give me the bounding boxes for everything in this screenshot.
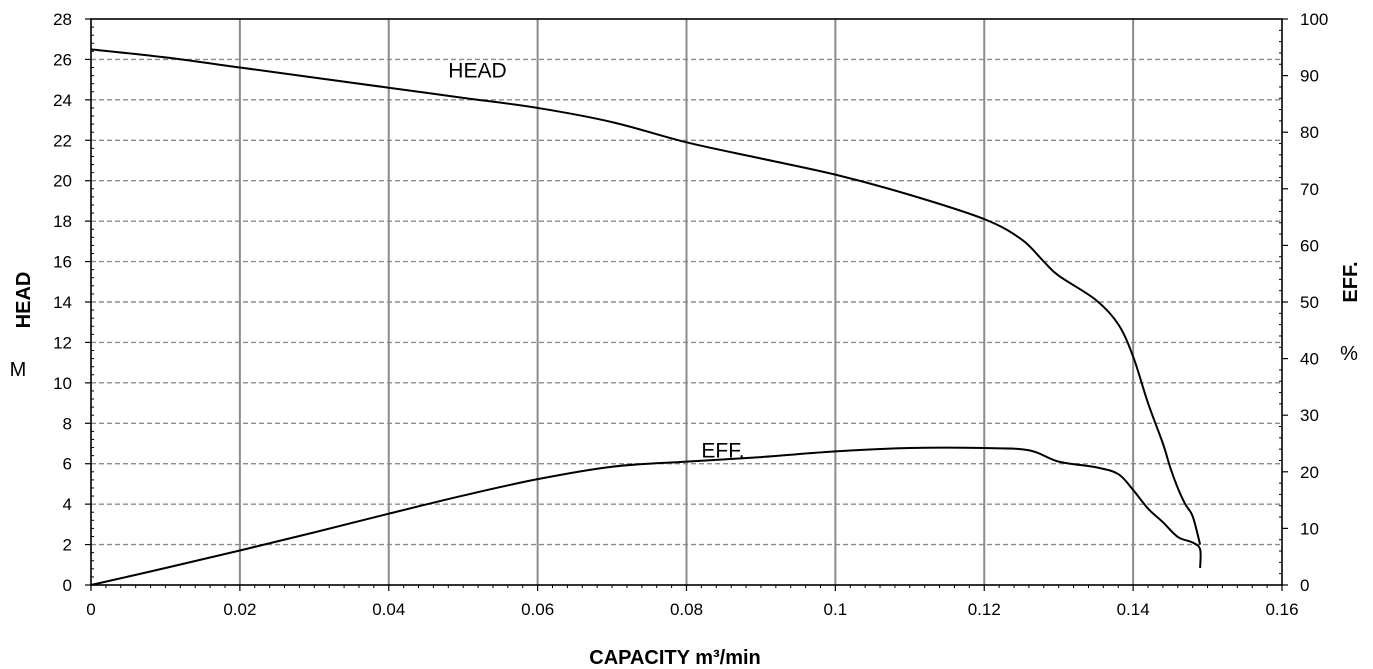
x-tick-label: 0.1 xyxy=(824,600,848,619)
y2-axis-unit: % xyxy=(1340,343,1358,365)
y-tick-label: 28 xyxy=(53,10,72,29)
grid-layer xyxy=(91,19,1282,585)
y-tick-label: 20 xyxy=(53,172,72,191)
head-curve xyxy=(90,48,1202,545)
y2-tick-label: 60 xyxy=(1300,236,1319,255)
y-tick-label: 0 xyxy=(63,576,72,595)
x-axis-title: CAPACITY m³/min xyxy=(589,647,761,669)
x-tick-label: 0.14 xyxy=(1117,600,1150,619)
y2-tick-label: 70 xyxy=(1300,180,1319,199)
x-tick-label: 0.16 xyxy=(1265,600,1298,619)
y-tick-label: 14 xyxy=(53,293,72,312)
curve-label-eff: EFF. xyxy=(701,440,744,463)
y-tick-label: 22 xyxy=(53,131,72,150)
y2-tick-label: 30 xyxy=(1300,406,1319,425)
series-layer: HEAD EFF. xyxy=(90,48,1202,586)
x-tick-label: 0.04 xyxy=(372,600,405,619)
x-tick-label: 0.02 xyxy=(223,600,256,619)
y-tick-label: 10 xyxy=(53,374,72,393)
y-tick-label: 24 xyxy=(53,91,72,110)
y-tick-label: 16 xyxy=(53,253,72,272)
y2-tick-label: 40 xyxy=(1300,350,1319,369)
y2-tick-label: 0 xyxy=(1300,576,1309,595)
y-tick-label: 18 xyxy=(53,212,72,231)
y2-axis-title: EFF. xyxy=(1340,261,1362,302)
x-tick-label: 0 xyxy=(86,600,95,619)
label-layer: CAPACITY m³/min HEAD M EFF. % xyxy=(10,261,1362,669)
y2-tick-label: 100 xyxy=(1300,10,1328,29)
y2-tick-label: 10 xyxy=(1300,519,1319,538)
y-tick-label: 6 xyxy=(63,455,72,474)
x-tick-label: 0.12 xyxy=(968,600,1001,619)
y-tick-label: 4 xyxy=(63,495,72,514)
eff-curve xyxy=(90,446,1202,586)
tick-layer: 0 0.02 0.04 0.06 0.08 0.1 0.12 0.14 0.1602468101… xyxy=(53,10,1328,619)
y-tick-label: 26 xyxy=(53,50,72,69)
y2-tick-label: 80 xyxy=(1300,123,1319,142)
curve-label-head: HEAD xyxy=(448,60,506,83)
y2-tick-label: 50 xyxy=(1300,293,1319,312)
y-tick-label: 2 xyxy=(63,536,72,555)
y-tick-label: 12 xyxy=(53,333,72,352)
y-tick-label: 8 xyxy=(63,414,72,433)
y-axis-unit: M xyxy=(10,359,27,381)
y2-tick-label: 20 xyxy=(1300,463,1319,482)
x-tick-label: 0.08 xyxy=(670,600,703,619)
y-axis-title: HEAD xyxy=(13,272,35,329)
x-tick-label: 0.06 xyxy=(521,600,554,619)
y2-tick-label: 90 xyxy=(1300,67,1319,86)
